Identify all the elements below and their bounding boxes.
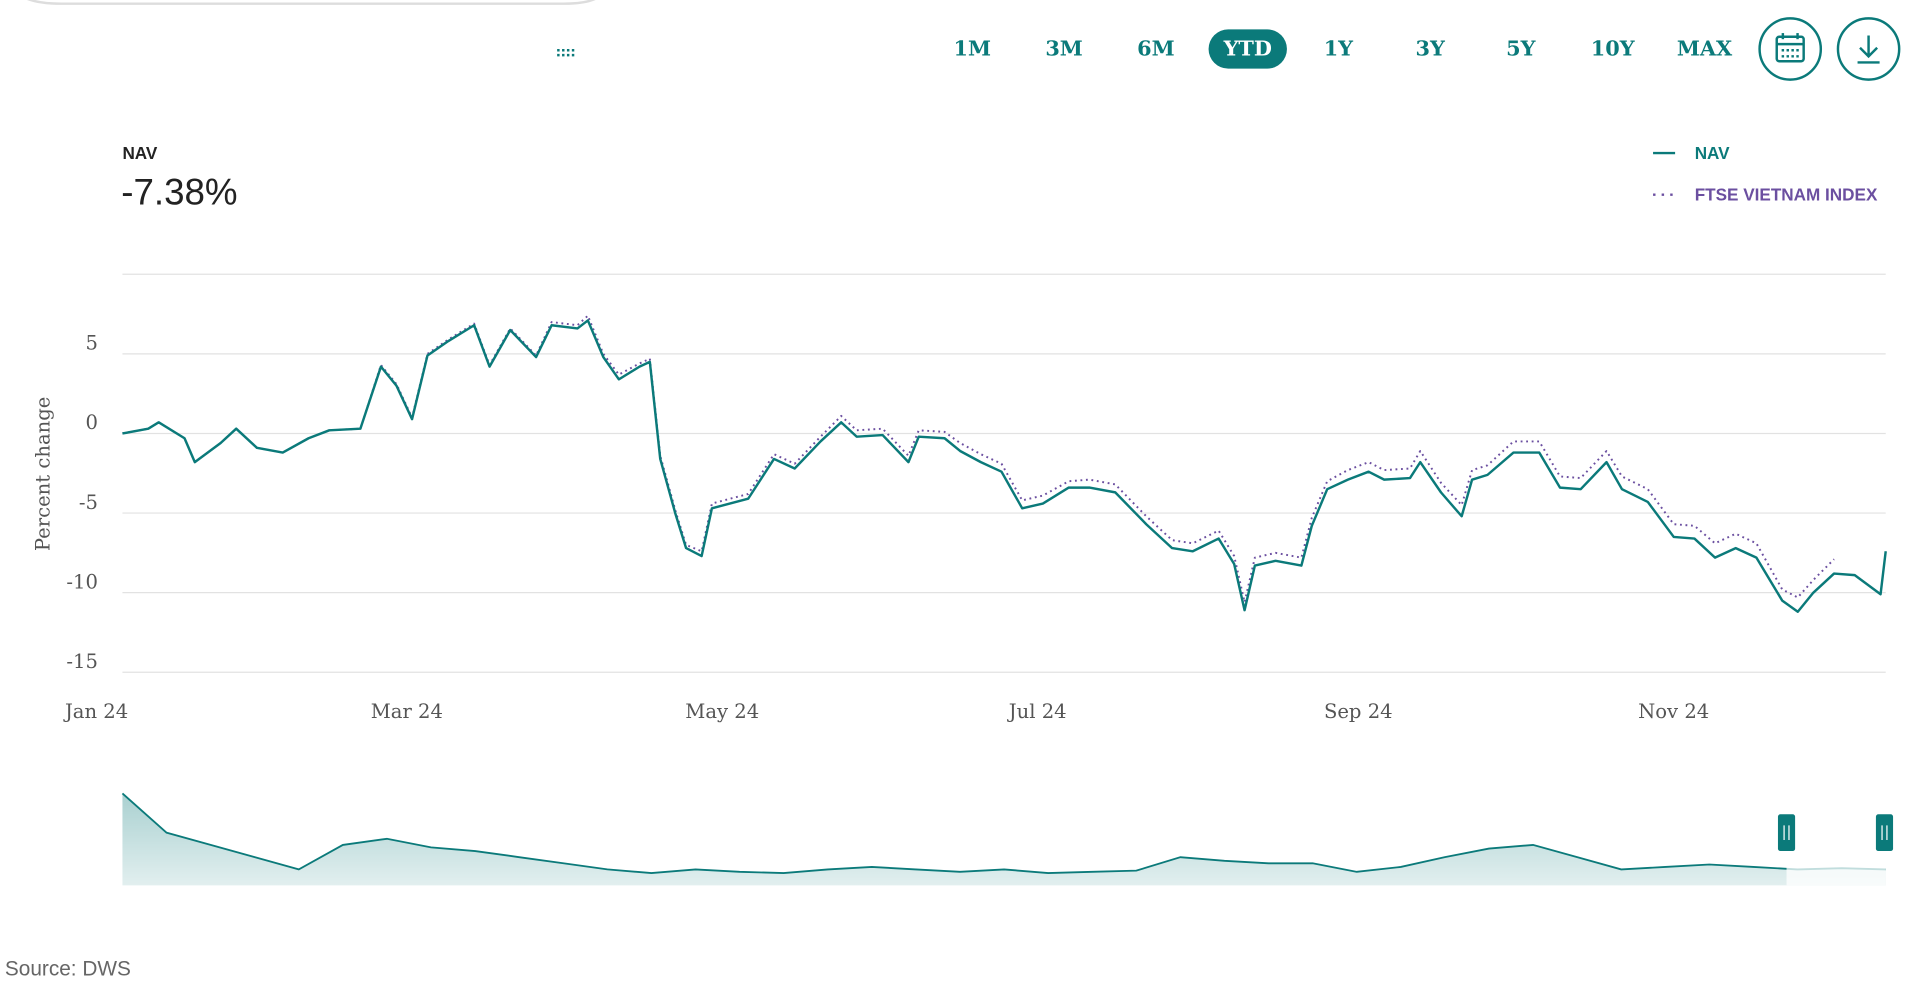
range-button[interactable]: 1Y bbox=[1324, 36, 1354, 61]
plot: -15 -10 -5 0 5 Jan 24 Mar 24 May 24 Jul 24 Sep 24… bbox=[63, 143, 1887, 723]
legend-label: FTSE VIETNAM INDEX bbox=[1695, 184, 1878, 204]
y-tick-label: 0 bbox=[85, 411, 97, 434]
handle-body bbox=[1875, 814, 1894, 852]
range-button-label: 1M bbox=[953, 36, 991, 61]
y-tick-label: -5 bbox=[79, 491, 98, 514]
series-line bbox=[122, 319, 1887, 613]
range-button-label: 3M bbox=[1045, 36, 1083, 61]
x-tick-label: Sep 24 bbox=[1324, 700, 1393, 723]
navigator-handle[interactable] bbox=[1875, 814, 1894, 852]
legend-label: NAV bbox=[1695, 143, 1730, 163]
range-button-label: 3Y bbox=[1416, 36, 1446, 61]
range-button-label: 6M bbox=[1137, 36, 1175, 61]
y-tick-label: 5 bbox=[85, 332, 97, 355]
range-button[interactable]: 3M bbox=[1045, 36, 1083, 61]
header-label: NAV bbox=[122, 143, 157, 163]
x-tick-label: Nov 24 bbox=[1638, 700, 1709, 723]
range-button-bg bbox=[1208, 29, 1287, 69]
header-value: -7.38% bbox=[121, 171, 237, 212]
navigator-selection[interactable] bbox=[1786, 781, 1886, 886]
source: Source: DWS bbox=[5, 957, 131, 980]
x-tick-label: Jan 24 bbox=[63, 700, 128, 723]
range-button-label: 10Y bbox=[1591, 36, 1636, 61]
handle-grip bbox=[1783, 825, 1790, 841]
y-tick-label: -10 bbox=[66, 570, 98, 593]
range-button[interactable]: 3Y bbox=[1416, 36, 1446, 61]
search-box[interactable] bbox=[24, 0, 597, 5]
range-button[interactable]: YTD bbox=[1208, 29, 1287, 69]
range-button[interactable]: 10Y bbox=[1591, 36, 1636, 61]
range-button[interactable]: 1M bbox=[953, 36, 991, 61]
series-line bbox=[122, 314, 1835, 604]
navigator-handle[interactable] bbox=[1777, 814, 1796, 852]
handle-grip bbox=[1881, 825, 1888, 841]
range-button-label: 5Y bbox=[1506, 36, 1536, 61]
range-button[interactable]: MAX bbox=[1677, 36, 1733, 61]
handle-body bbox=[1777, 814, 1796, 852]
range-button-label: 1Y bbox=[1324, 36, 1354, 61]
x-tick-label: Jul 24 bbox=[1007, 700, 1067, 723]
y-tick-label: -15 bbox=[66, 650, 98, 673]
x-tick-label: Mar 24 bbox=[371, 700, 443, 723]
navigator-area bbox=[122, 793, 1886, 886]
y-axis-label: Percent change bbox=[32, 397, 55, 551]
download-button[interactable] bbox=[1836, 17, 1901, 81]
range-button[interactable]: 6M bbox=[1137, 36, 1175, 61]
navigator-line bbox=[121, 792, 1886, 874]
range-button-label: MAX bbox=[1677, 36, 1733, 61]
range-button-label: YTD bbox=[1223, 36, 1272, 61]
x-tick-label: May 24 bbox=[685, 700, 759, 723]
range-button[interactable]: 5Y bbox=[1506, 36, 1536, 61]
range-buttons: 1M 3M 6M YTD 1Y 3Y 5Y 10Y MAX bbox=[953, 29, 1733, 69]
navigator bbox=[121, 781, 1894, 886]
calendar-button[interactable] bbox=[557, 17, 1823, 81]
